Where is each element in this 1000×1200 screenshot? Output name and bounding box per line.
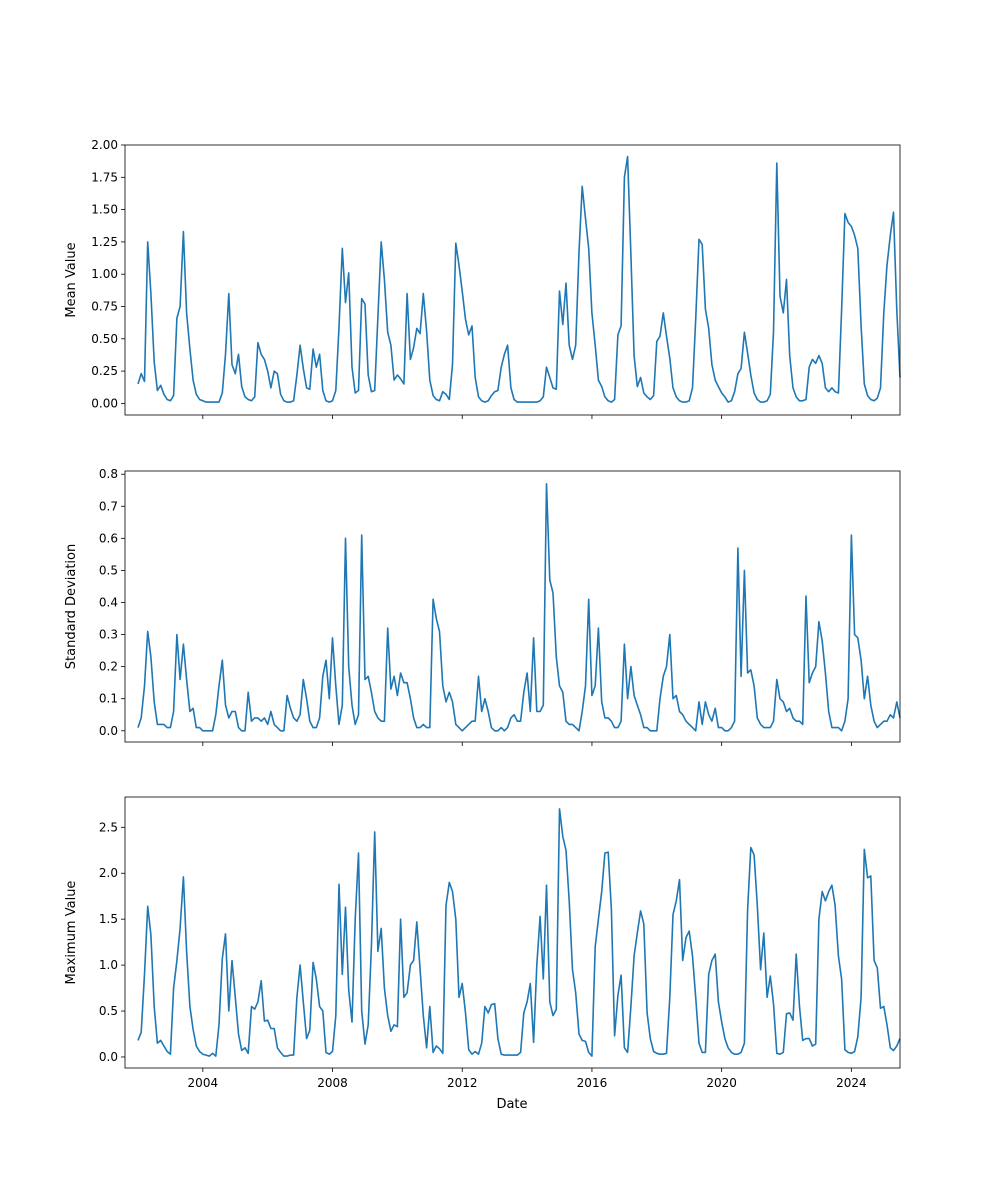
y-tick-label: 0.6 <box>99 531 118 545</box>
x-tick-label: 2016 <box>577 1076 608 1090</box>
subplot-2: 0.0 0.1 0.2 0.3 0.4 0.5 0.6 0.7 0.8 Standard Devi… <box>64 467 901 746</box>
plot-frame <box>124 796 901 1069</box>
data-line <box>137 808 901 1057</box>
y-axis-label: Mean Value <box>64 242 79 317</box>
y-tick-label: 1.75 <box>91 170 118 184</box>
y-tick-label: 1.00 <box>91 267 118 281</box>
x-tick-label: 2024 <box>836 1076 867 1090</box>
y-tick-label: 0.1 <box>99 692 118 706</box>
plot-frame <box>124 470 901 743</box>
y-tick-label: 0.50 <box>91 332 118 346</box>
y-tick-label: 1.5 <box>99 912 118 926</box>
y-tick-label: 0.0 <box>99 724 118 738</box>
y-tick-label: 1.25 <box>91 235 118 249</box>
y-tick-label: 1.50 <box>91 203 118 217</box>
y-tick-label: 0.8 <box>99 467 118 481</box>
subplot-3: 0.0 0.5 1.0 1.5 2.0 2.5 2004 2008 2012 2016 2020 20… <box>64 796 901 1090</box>
subplot-1: 0.00 0.25 0.50 0.75 1.00 1.25 1.50 1.75 2.00 Mean… <box>64 138 901 419</box>
x-tick-label: 2004 <box>188 1076 219 1090</box>
y-axis-label: Maximum Value <box>64 881 79 985</box>
y-tick-label: 0.0 <box>99 1050 118 1064</box>
data-line <box>137 155 901 403</box>
data-line <box>137 482 901 732</box>
y-tick-label: 0.5 <box>99 563 118 577</box>
x-tick-label: 2008 <box>317 1076 348 1090</box>
y-tick-label: 0.2 <box>99 660 118 674</box>
y-tick-label: 0.3 <box>99 628 118 642</box>
y-tick-label: 0.4 <box>99 595 118 609</box>
y-tick-label: 0.5 <box>99 1004 118 1018</box>
y-tick-label: 2.0 <box>99 866 118 880</box>
y-tick-label: 2.5 <box>99 820 118 834</box>
y-axis-label: Standard Deviation <box>64 544 79 669</box>
y-tick-label: 0.25 <box>91 364 118 378</box>
x-axis-label: Date <box>496 1097 527 1112</box>
x-tick-label: 2020 <box>706 1076 737 1090</box>
x-tick-label: 2012 <box>447 1076 478 1090</box>
y-tick-label: 1.0 <box>99 958 118 972</box>
y-tick-label: 2.00 <box>91 138 118 152</box>
y-tick-label: 0.00 <box>91 396 118 410</box>
y-tick-label: 0.7 <box>99 499 118 513</box>
plot-frame <box>124 144 901 416</box>
y-tick-label: 0.75 <box>91 299 118 313</box>
subplots: 0.00 0.25 0.50 0.75 1.00 1.25 1.50 1.75 2.00 Mean… <box>64 138 901 1090</box>
